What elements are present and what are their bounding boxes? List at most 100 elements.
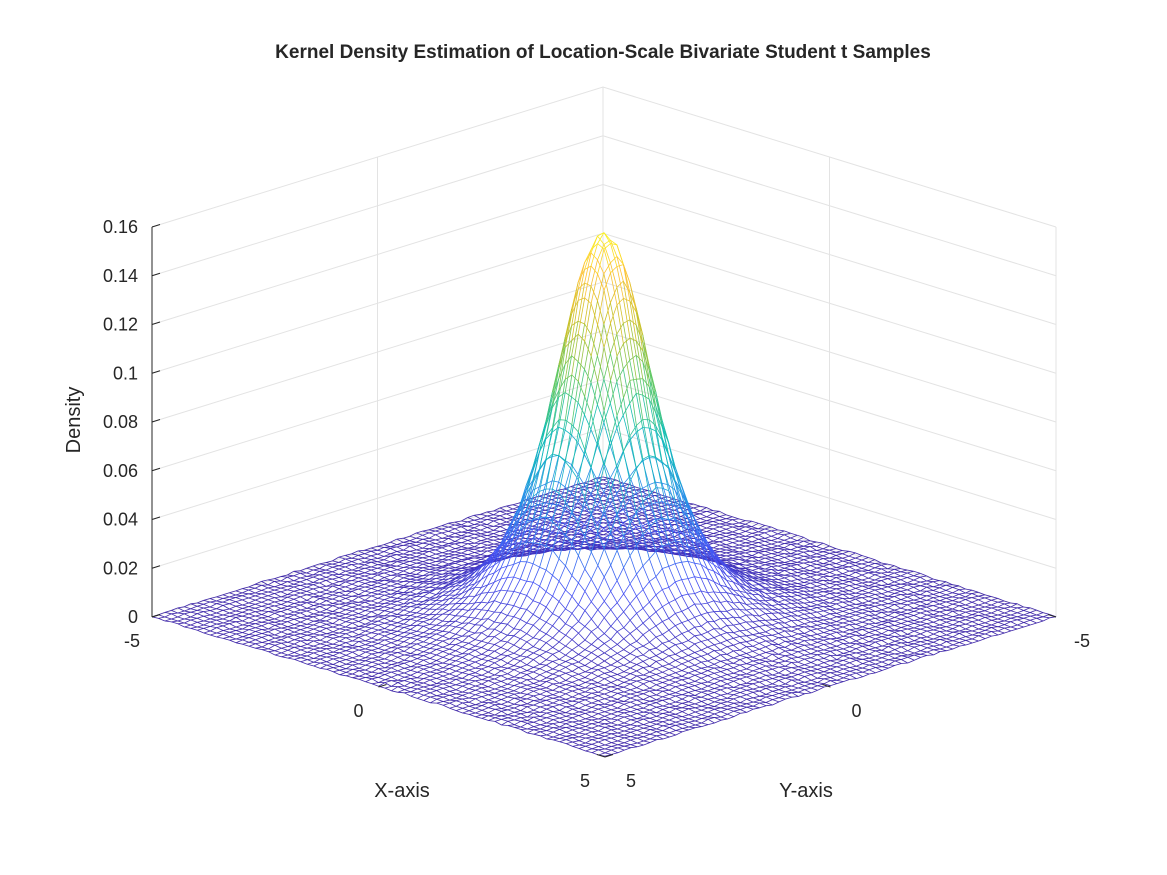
- mesh-segment: [654, 513, 662, 517]
- mesh-segment: [416, 553, 423, 558]
- mesh-segment: [712, 516, 720, 519]
- mesh-segment: [377, 606, 385, 611]
- mesh-segment: [551, 491, 559, 496]
- mesh-segment: [467, 532, 475, 535]
- mesh-segment: [622, 527, 630, 530]
- mesh-segment: [829, 563, 837, 568]
- mesh-segment: [319, 598, 327, 601]
- mesh-segment: [370, 555, 378, 559]
- mesh-segment: [868, 563, 875, 567]
- mesh-segment: [306, 576, 314, 578]
- mesh-segment: [751, 520, 759, 524]
- mesh-segment: [448, 564, 456, 569]
- mesh-segment: [816, 588, 824, 591]
- mesh-segment: [338, 556, 346, 560]
- mesh-segment: [661, 524, 668, 526]
- mesh-segment: [855, 592, 863, 595]
- mesh-segment: [274, 589, 282, 593]
- mesh-segment: [525, 504, 533, 507]
- mesh-segment: [280, 587, 288, 591]
- mesh-segment: [881, 600, 889, 605]
- mesh-segment: [778, 592, 785, 595]
- mesh-segment: [564, 513, 572, 516]
- mesh-segment: [622, 523, 630, 526]
- mesh-segment: [222, 612, 230, 616]
- mesh-segment: [429, 586, 437, 589]
- mesh-segment: [848, 575, 856, 579]
- mesh-segment: [816, 574, 824, 578]
- mesh-segment: [416, 547, 423, 551]
- mesh-segment: [642, 527, 649, 529]
- mesh-segment: [836, 577, 843, 581]
- mesh-segment: [699, 507, 707, 512]
- mesh-segment: [855, 593, 863, 598]
- mesh-segment: [933, 586, 940, 589]
- mesh-segment: [267, 601, 275, 605]
- mesh-segment: [745, 542, 753, 545]
- mesh-segment: [874, 564, 882, 569]
- mesh-segment: [197, 607, 204, 611]
- mesh-segment: [913, 602, 921, 607]
- mesh-segment: [474, 552, 482, 556]
- mesh-segment: [306, 586, 314, 590]
- mesh-segment: [422, 583, 430, 588]
- mesh-segment: [822, 552, 830, 557]
- mesh-segment: [551, 541, 559, 546]
- mesh-segment: [332, 605, 340, 609]
- mesh-segment: [461, 526, 468, 531]
- mesh-segment: [609, 499, 617, 503]
- mesh-segment: [777, 565, 785, 569]
- mesh-segment: [900, 590, 908, 595]
- mesh-segment: [803, 551, 811, 557]
- mesh-segment: [345, 561, 352, 564]
- mesh-segment: [480, 554, 488, 557]
- mesh-segment: [790, 557, 798, 562]
- mesh-segment: [900, 577, 908, 581]
- mesh-segment: [332, 585, 340, 587]
- mesh-segment: [984, 599, 992, 604]
- mesh-segment: [641, 531, 649, 534]
- mesh-segment: [454, 532, 462, 537]
- mesh-segment: [654, 491, 662, 496]
- mesh-segment: [874, 563, 882, 566]
- mesh-segment: [235, 611, 243, 616]
- mesh-segment: [803, 548, 811, 552]
- mesh-segment: [868, 577, 876, 581]
- mesh-segment: [836, 583, 843, 585]
- mesh-segment: [557, 497, 565, 502]
- mesh-segment: [991, 607, 998, 611]
- mesh-segment: [467, 548, 475, 551]
- mesh-segment: [609, 527, 617, 532]
- mesh-segment: [816, 564, 824, 567]
- mesh-segment: [862, 592, 869, 595]
- mesh-segment: [771, 526, 778, 531]
- mesh-segment: [771, 541, 778, 545]
- mesh-segment: [628, 516, 636, 519]
- mesh-segment: [384, 584, 391, 587]
- mesh-segment: [945, 584, 953, 588]
- mesh-segment: [875, 611, 882, 616]
- mesh-segment: [875, 597, 882, 599]
- mesh-segment: [313, 613, 320, 616]
- mesh-segment: [622, 482, 629, 485]
- mesh-segment: [810, 550, 817, 555]
- mesh-segment: [1004, 600, 1011, 604]
- mesh-segment: [881, 603, 889, 606]
- mesh-segment: [596, 492, 604, 496]
- mesh-segment: [371, 606, 379, 609]
- mesh-segment: [667, 505, 675, 510]
- mesh-segment: [313, 602, 320, 605]
- mesh-segment: [448, 532, 456, 537]
- mesh-segment: [216, 609, 224, 614]
- mesh-segment: [435, 541, 443, 544]
- mesh-segment: [603, 518, 610, 523]
- mesh-segment: [390, 575, 398, 577]
- mesh-segment: [719, 537, 727, 541]
- mesh-segment: [764, 548, 772, 551]
- mesh-segment: [933, 603, 940, 606]
- mesh-segment: [1004, 614, 1011, 617]
- mesh-segment: [842, 580, 850, 582]
- mesh-segment: [894, 596, 902, 600]
- mesh-segment: [345, 555, 352, 559]
- mesh-segment: [622, 476, 631, 485]
